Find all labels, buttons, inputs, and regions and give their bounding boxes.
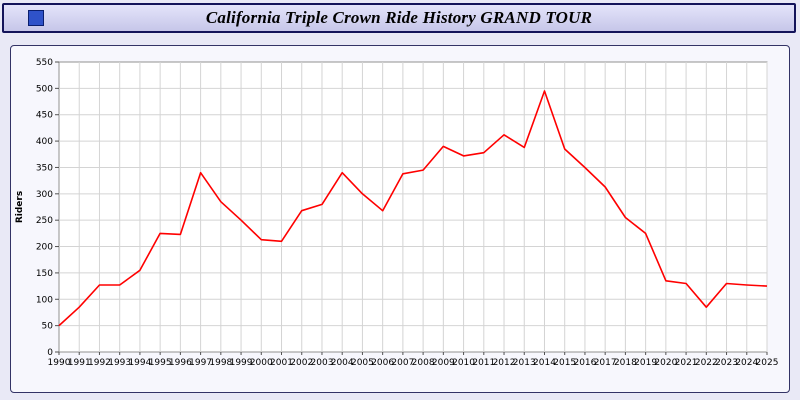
x-tick-label: 2009	[432, 358, 455, 368]
x-tick-label: 2018	[614, 358, 637, 368]
x-tick-label: 1997	[189, 358, 212, 368]
x-tick-label: 2002	[290, 358, 313, 368]
x-tick-label: 2025	[756, 358, 779, 368]
x-tick-label: 1990	[48, 358, 71, 368]
x-tick-label: 2004	[331, 358, 354, 368]
x-tick-label: 1991	[68, 358, 91, 368]
x-tick-label: 2024	[735, 358, 758, 368]
x-tick-label: 2008	[412, 358, 435, 368]
y-tick-label: 250	[36, 216, 53, 226]
x-tick-label: 1998	[209, 358, 232, 368]
x-tick-label: 2021	[675, 358, 698, 368]
ride-history-line-chart: 0 50 100 150 200 250 300 350 400 450 500 550 1990 199…	[11, 46, 789, 392]
x-tick-label: 2020	[654, 358, 677, 368]
y-tick-label: 150	[36, 269, 53, 279]
x-tick-label: 2014	[533, 358, 556, 368]
x-tick-label: 2019	[634, 358, 657, 368]
y-tick-label: 200	[36, 243, 53, 253]
x-tick-label: 2013	[513, 358, 536, 368]
y-tick-label: 350	[36, 163, 53, 173]
y-tick-label: 550	[36, 58, 53, 68]
chart-svg: 0501001502002503003504004505005501990199…	[15, 58, 779, 368]
x-tick-label: 1996	[169, 358, 192, 368]
y-tick-label: 450	[36, 111, 53, 121]
x-tick-label: 2000	[250, 358, 273, 368]
page-title: California Triple Crown Ride History GRA…	[205, 8, 593, 27]
plot-area	[58, 61, 768, 353]
x-tick-label: 2005	[351, 358, 374, 368]
y-tick-label: 0	[47, 348, 53, 358]
x-tick-label: 2007	[391, 358, 414, 368]
x-tick-label: 2017	[594, 358, 617, 368]
window-icon	[28, 10, 44, 26]
x-tick-label: 2010	[452, 358, 475, 368]
x-tick-label: 2023	[715, 358, 738, 368]
window-titlebar: California Triple Crown Ride History GRA…	[2, 3, 796, 33]
y-tick-label: 400	[36, 137, 53, 147]
x-tick-label: 1994	[128, 358, 151, 368]
riders-line-series	[58, 90, 768, 327]
x-tick-label: 2003	[311, 358, 334, 368]
y-tick-label: 500	[36, 84, 53, 94]
x-tick-label: 2012	[493, 358, 516, 368]
x-tick-label: 2006	[371, 358, 394, 368]
x-tick-label: 1992	[88, 358, 111, 368]
y-tick-label: 100	[36, 295, 53, 305]
y-axis-title: Riders	[15, 191, 25, 223]
x-tick-label: 2001	[270, 358, 293, 368]
x-tick-label: 2016	[573, 358, 596, 368]
x-tick-label: 1999	[230, 358, 253, 368]
y-tick-label: 300	[36, 190, 53, 200]
x-tick-label: 2022	[695, 358, 718, 368]
chart-panel: 0 50 100 150 200 250 300 350 400 450 500 550 1990 199…	[10, 45, 790, 393]
x-tick-label: 2015	[553, 358, 576, 368]
x-tick-label: 1995	[149, 358, 172, 368]
x-tick-label: 1993	[108, 358, 131, 368]
x-tick-label: 2011	[472, 358, 495, 368]
y-tick-label: 50	[42, 322, 54, 332]
